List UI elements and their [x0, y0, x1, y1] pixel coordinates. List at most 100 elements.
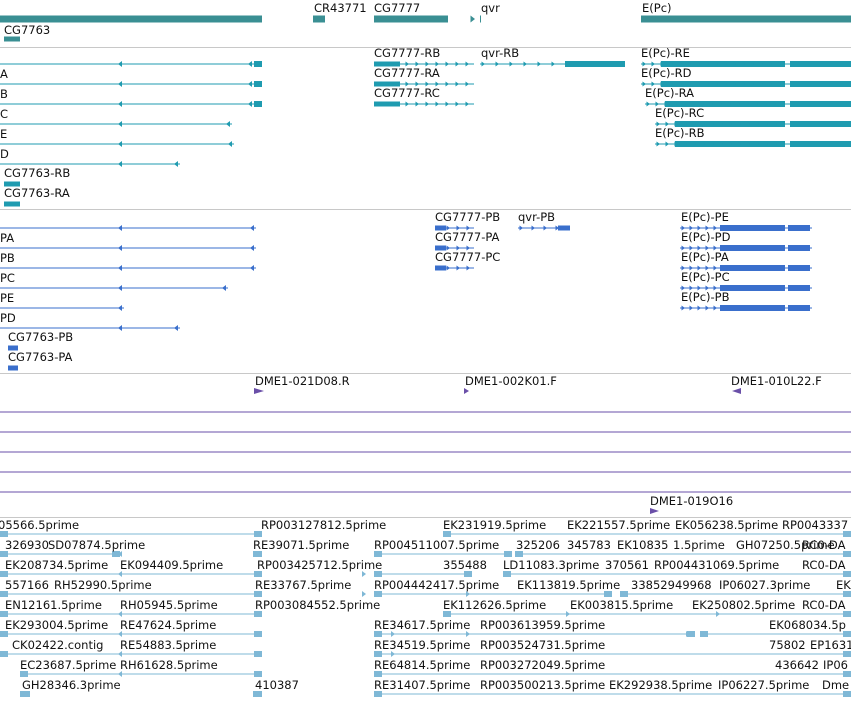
gene-bar-qvr[interactable]: [480, 15, 481, 23]
protein-exon[interactable]: [720, 265, 785, 271]
transcript-exon[interactable]: [254, 61, 262, 67]
est-exon[interactable]: [254, 671, 262, 677]
est-exon[interactable]: [443, 611, 451, 617]
protein-exon[interactable]: [788, 305, 810, 311]
probe-label: DME1-010L22.F: [731, 374, 822, 388]
transcript-exon[interactable]: [254, 101, 262, 107]
strand-right-arrow: [455, 101, 459, 107]
est-exon[interactable]: [374, 651, 382, 657]
est-exon[interactable]: [254, 551, 262, 557]
est-exon[interactable]: [374, 631, 382, 637]
protein-exon[interactable]: [8, 345, 18, 351]
est-exon[interactable]: [22, 691, 30, 697]
est-label: EC23687.5prime: [20, 658, 117, 672]
est-exon[interactable]: [620, 591, 628, 597]
protein-exon[interactable]: [558, 225, 570, 231]
est-exon[interactable]: [254, 691, 262, 697]
est-exon[interactable]: [112, 551, 120, 557]
protein-exon[interactable]: [435, 265, 446, 271]
est-exon[interactable]: [604, 591, 612, 597]
transcript-exon[interactable]: [661, 61, 785, 67]
transcript-exon[interactable]: [254, 81, 262, 87]
est-exon[interactable]: [254, 611, 262, 617]
gene-bar[interactable]: [0, 15, 262, 23]
strand-right-arrow: [651, 81, 655, 87]
est-exon[interactable]: [503, 571, 511, 577]
probe-marker[interactable]: [254, 388, 264, 394]
est-exon[interactable]: [843, 591, 851, 597]
probe-marker[interactable]: [464, 388, 469, 394]
protein-exon[interactable]: [788, 225, 810, 231]
transcript-exon[interactable]: [790, 141, 851, 147]
probe-marker[interactable]: [650, 508, 659, 514]
strand-left-arrow: [118, 611, 122, 617]
strand-left-arrow: [228, 141, 232, 147]
gene-bar-cg7777[interactable]: [374, 15, 448, 23]
est-exon[interactable]: [443, 531, 451, 537]
est-exon[interactable]: [0, 531, 8, 537]
est-exon[interactable]: [254, 651, 262, 657]
est-exon[interactable]: [374, 551, 382, 557]
probe-marker[interactable]: [732, 388, 741, 394]
strand-right-arrow: [405, 101, 409, 107]
transcript-exon[interactable]: [790, 61, 851, 67]
est-exon[interactable]: [374, 571, 382, 577]
est-label: RE34617.5prime: [374, 618, 471, 632]
gene-bar-cr43771[interactable]: [313, 15, 325, 23]
gene-bar-epc[interactable]: [641, 15, 851, 23]
strand-left-arrow: [118, 161, 122, 167]
protein-label: PB: [0, 251, 15, 265]
est-exon[interactable]: [0, 611, 8, 617]
est-exon[interactable]: [700, 631, 708, 637]
est-exon[interactable]: [504, 551, 512, 557]
protein-exon[interactable]: [788, 285, 810, 291]
est-exon[interactable]: [254, 631, 262, 637]
transcript-exon[interactable]: [790, 101, 851, 107]
est-exon[interactable]: [374, 691, 382, 697]
protein-exon[interactable]: [8, 365, 18, 371]
transcript-exon[interactable]: [790, 81, 851, 87]
transcript-exon[interactable]: [790, 121, 851, 127]
est-exon[interactable]: [464, 571, 472, 577]
est-exon[interactable]: [843, 691, 851, 697]
protein-exon[interactable]: [720, 305, 785, 311]
est-exon[interactable]: [515, 551, 523, 557]
transcript-exon[interactable]: [4, 181, 20, 187]
est-exon[interactable]: [0, 591, 8, 597]
est-exon[interactable]: [843, 551, 851, 557]
est-exon[interactable]: [254, 531, 262, 537]
transcript-exon[interactable]: [4, 201, 20, 207]
transcript-exon[interactable]: [665, 101, 785, 107]
strand-left-arrow: [174, 161, 178, 167]
est-exon[interactable]: [843, 611, 851, 617]
protein-exon[interactable]: [788, 245, 810, 251]
protein-exon[interactable]: [720, 285, 785, 291]
est-exon[interactable]: [254, 571, 262, 577]
est-exon[interactable]: [374, 671, 382, 677]
est-exon[interactable]: [374, 591, 382, 597]
strand-right-arrow: [664, 101, 668, 107]
gene-bar-cg7763[interactable]: [4, 36, 20, 42]
protein-exon[interactable]: [435, 245, 446, 251]
est-exon[interactable]: [254, 591, 262, 597]
protein-exon[interactable]: [435, 225, 446, 231]
est-exon[interactable]: [843, 651, 851, 657]
protein-exon[interactable]: [720, 245, 785, 251]
est-exon[interactable]: [843, 571, 851, 577]
est-exon[interactable]: [687, 631, 695, 637]
est-exon[interactable]: [0, 571, 8, 577]
protein-exon[interactable]: [720, 225, 785, 231]
est-exon[interactable]: [0, 651, 8, 657]
protein-exon[interactable]: [788, 265, 810, 271]
est-exon[interactable]: [843, 531, 851, 537]
est-exon[interactable]: [843, 631, 851, 637]
est-exon[interactable]: [20, 671, 28, 677]
est-exon[interactable]: [843, 671, 851, 677]
est-exon[interactable]: [0, 631, 8, 637]
est-exon[interactable]: [0, 551, 8, 557]
strand-right-arrow: [456, 245, 460, 251]
est-label: 325206: [516, 538, 560, 552]
transcript-exon[interactable]: [661, 81, 785, 87]
strand-right-arrow: [446, 245, 450, 251]
transcript-exon[interactable]: [565, 61, 625, 67]
